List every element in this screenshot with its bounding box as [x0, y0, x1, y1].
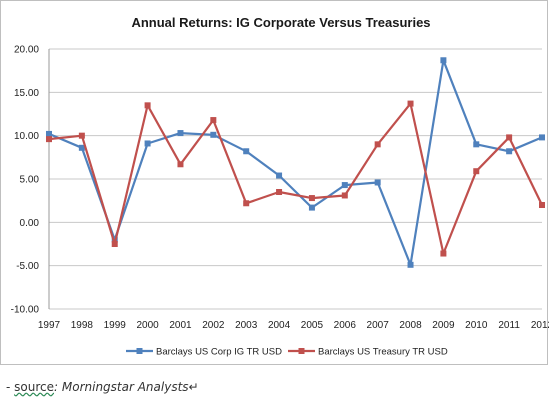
chart-title: Annual Returns: IG Corporate Versus Trea… — [131, 15, 430, 30]
data-point — [506, 148, 513, 155]
data-point — [276, 189, 283, 195]
chart-frame: Annual Returns: IG Corporate Versus Trea… — [0, 0, 549, 365]
legend-item: Barclays US Treasury TR USD — [288, 347, 448, 358]
data-point — [177, 161, 184, 168]
series-layer — [46, 57, 545, 268]
data-point — [276, 172, 283, 179]
data-point — [243, 148, 250, 155]
data-point — [210, 117, 217, 124]
x-tick-label: 2012 — [531, 320, 549, 331]
y-tick-label: 5.00 — [20, 175, 40, 186]
y-tick-label: 10.00 — [14, 131, 39, 142]
data-point — [243, 200, 250, 207]
legend: Barclays US Corp IG TR USD Barclays US Tr… — [126, 347, 448, 358]
data-point — [341, 182, 348, 189]
data-point — [111, 241, 118, 247]
x-tick-label: 2010 — [465, 320, 488, 331]
x-tick-label: 2006 — [334, 320, 357, 331]
x-tick-label: 2008 — [399, 320, 422, 331]
data-point — [177, 130, 184, 137]
data-point — [144, 102, 151, 109]
y-tick-label: 20.00 — [14, 45, 39, 56]
data-point — [374, 179, 381, 186]
x-tick-label: 2005 — [301, 320, 324, 331]
legend-label: Barclays US Treasury TR USD — [318, 347, 448, 358]
source-note: - source: Morningstar Analysts↵ — [6, 380, 199, 394]
x-tick-label: 2004 — [268, 320, 291, 331]
paragraph-mark-icon: ↵ — [188, 380, 199, 394]
data-point — [473, 168, 480, 175]
source-text: : Morningstar Analysts — [54, 380, 189, 394]
data-point — [539, 134, 545, 141]
x-tick-label: 2007 — [367, 320, 390, 331]
legend-label: Barclays US Corp IG TR USD — [156, 347, 282, 358]
series-line — [48, 59, 543, 266]
x-tick-label: 1997 — [38, 320, 61, 331]
line-chart: Annual Returns: IG Corporate Versus Trea… — [11, 15, 549, 358]
data-point — [440, 57, 447, 64]
series-1 — [46, 57, 545, 268]
source-prefix: - — [6, 380, 15, 394]
data-point — [46, 130, 52, 137]
x-tick-label: 2002 — [202, 320, 225, 331]
series-line — [48, 102, 543, 255]
data-point — [440, 250, 447, 257]
legend-marker — [136, 348, 143, 354]
data-point — [407, 100, 414, 107]
x-tick-label: 2003 — [235, 320, 258, 331]
legend-marker — [298, 348, 305, 354]
data-point — [407, 261, 414, 268]
data-point — [78, 144, 85, 151]
axes: 20.00 15.00 10.00 5.00 0.00 -5.00 -10.00 1997 19… — [11, 45, 549, 332]
y-tick-label: -5.00 — [16, 261, 39, 272]
series-2 — [46, 100, 545, 257]
y-tick-label: -10.00 — [11, 305, 40, 316]
source-word: source — [14, 380, 55, 394]
data-point — [473, 141, 480, 148]
data-point — [506, 134, 513, 141]
data-point — [78, 132, 85, 139]
data-point — [46, 136, 52, 143]
data-point — [341, 192, 348, 199]
data-point — [308, 195, 315, 202]
data-point — [374, 141, 381, 148]
y-tick-label: 0.00 — [20, 218, 40, 229]
x-tick-label: 2011 — [498, 320, 520, 331]
x-tick-label: 2000 — [136, 320, 159, 331]
data-point — [210, 131, 217, 138]
x-tick-label: 2009 — [432, 320, 455, 331]
data-point — [144, 140, 151, 147]
data-point — [539, 202, 545, 208]
x-tick-label: 1998 — [71, 320, 94, 331]
legend-item: Barclays US Corp IG TR USD — [126, 347, 282, 358]
x-tick-label: 1999 — [104, 320, 127, 331]
data-point — [308, 204, 315, 211]
y-tick-label: 15.00 — [14, 88, 39, 99]
x-tick-label: 2001 — [169, 320, 192, 331]
grid-lines — [49, 48, 542, 310]
